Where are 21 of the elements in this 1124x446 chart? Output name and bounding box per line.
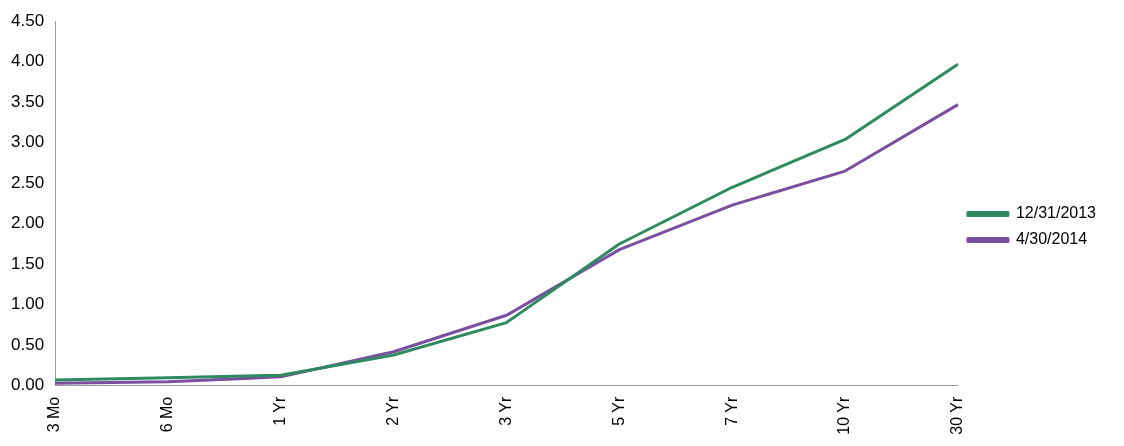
x-tick-label: 1 Yr	[271, 396, 289, 426]
x-tick-label: 30 Yr	[948, 396, 966, 435]
y-tick-label: 3.50	[10, 91, 45, 111]
y-tick-label: 1.00	[10, 294, 45, 314]
legend-label: 4/30/2014	[1015, 230, 1088, 248]
x-tick-label: 2 Yr	[384, 396, 402, 426]
x-tick-label: 10 Yr	[835, 396, 853, 435]
x-tick-label: 7 Yr	[722, 396, 740, 426]
x-tick-label: 3 Yr	[496, 396, 514, 426]
y-tick-label: 2.00	[10, 213, 45, 233]
y-tick-label: 4.00	[10, 51, 45, 71]
legend-label: 12/31/2013	[1015, 204, 1097, 222]
x-tick-label: 5 Yr	[609, 396, 627, 426]
x-tick-label: 6 Mo	[158, 396, 176, 433]
y-tick-label: 0.50	[10, 334, 45, 354]
y-tick-label: 3.00	[10, 132, 45, 152]
y-tick-label: 1.50	[10, 253, 45, 273]
y-tick-label: 0.00	[10, 375, 45, 395]
y-tick-label: 4.50	[10, 10, 45, 30]
x-tick-label: 3 Mo	[45, 396, 63, 433]
y-tick-label: 2.50	[10, 172, 45, 192]
